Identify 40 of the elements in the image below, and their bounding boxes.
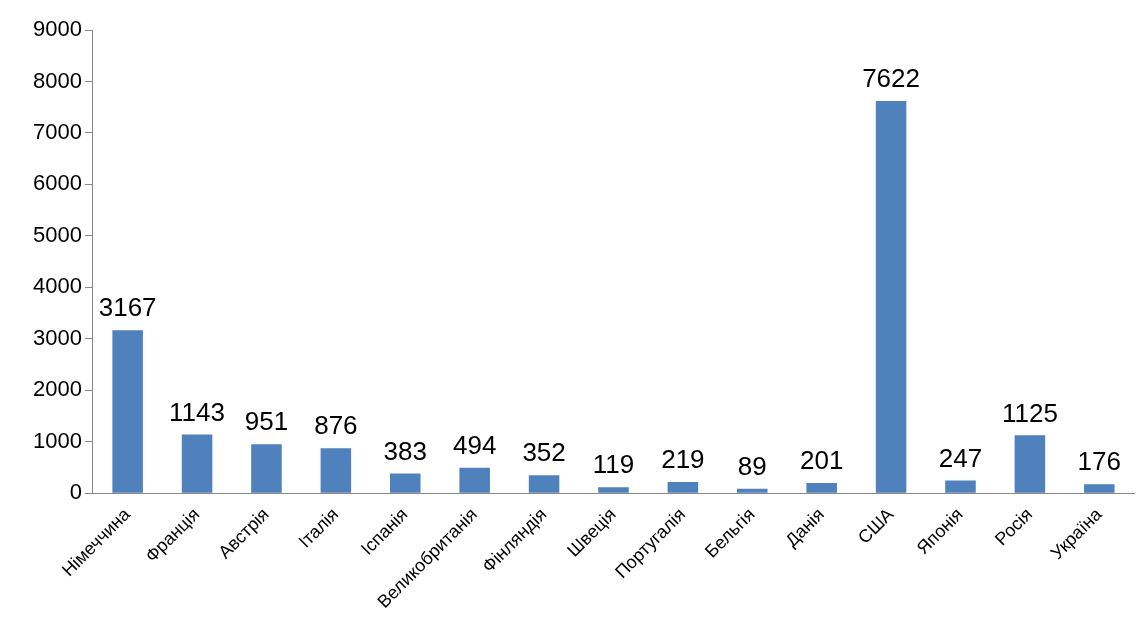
data-label: 201: [799, 445, 844, 476]
y-tick-label: 0: [69, 479, 82, 505]
data-label: 951: [244, 406, 289, 437]
bar: [1014, 435, 1046, 493]
bar: [528, 475, 560, 493]
data-label: 7622: [862, 63, 921, 94]
bar: [1084, 484, 1115, 493]
data-label: 176: [1077, 446, 1121, 477]
y-tick-label: 5000: [32, 221, 82, 247]
bar: [875, 100, 907, 493]
bar: [806, 482, 837, 493]
data-label: 1143: [169, 396, 226, 427]
data-label: 119: [592, 449, 635, 480]
bar: [945, 480, 976, 493]
y-tick-label: 3000: [32, 324, 82, 350]
bar: [389, 473, 421, 493]
data-label: 247: [938, 442, 983, 473]
bar: [598, 487, 629, 493]
data-label: 1125: [1001, 397, 1058, 428]
data-label: 876: [314, 410, 358, 441]
bar: [112, 330, 143, 493]
y-tick-label: 7000: [32, 119, 82, 145]
y-tick-label: 9000: [32, 16, 82, 42]
y-tick-label: 2000: [32, 376, 82, 402]
bar: [320, 448, 352, 493]
y-tick-label: 6000: [32, 170, 82, 196]
data-label: 494: [452, 430, 497, 461]
bar: [181, 434, 213, 493]
data-label: 89: [737, 450, 767, 481]
bar: [251, 444, 282, 493]
y-tick-label: 4000: [32, 273, 82, 299]
bar: [667, 481, 699, 493]
data-label: 383: [383, 435, 427, 466]
bar: [737, 488, 768, 493]
bar: [459, 467, 490, 493]
data-label: 3167: [98, 292, 157, 323]
y-tick-label: 1000: [32, 427, 82, 453]
data-label: 219: [661, 444, 705, 475]
data-label: 352: [522, 437, 566, 468]
y-tick-label: 8000: [32, 67, 82, 93]
